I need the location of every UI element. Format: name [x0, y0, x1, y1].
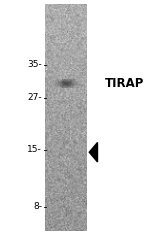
Text: 8-: 8- [33, 202, 42, 211]
Polygon shape [89, 143, 98, 162]
Text: 27-: 27- [27, 93, 42, 102]
Text: TIRAP: TIRAP [105, 77, 144, 90]
Text: 15-: 15- [27, 145, 42, 154]
Text: 35-: 35- [27, 60, 42, 69]
